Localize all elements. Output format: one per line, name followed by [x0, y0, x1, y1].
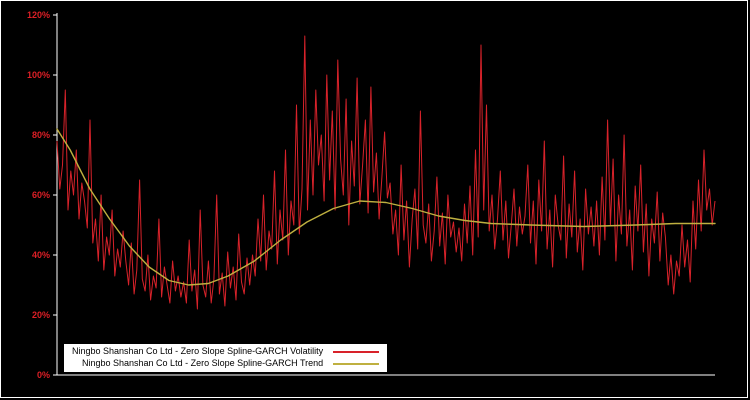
legend-label-trend: Ningbo Shanshan Co Ltd - Zero Slope Spli…	[82, 358, 324, 368]
legend-label-volatility: Ningbo Shanshan Co Ltd - Zero Slope Spli…	[72, 346, 324, 356]
legend: Ningbo Shanshan Co Ltd - Zero Slope Spli…	[64, 344, 388, 372]
legend-line-sample-trend	[333, 362, 380, 365]
legend-line-sample-volatility	[333, 350, 380, 353]
legend-item-trend: Ningbo Shanshan Co Ltd - Zero Slope Spli…	[72, 358, 380, 369]
legend-item-volatility: Ningbo Shanshan Co Ltd - Zero Slope Spli…	[72, 346, 380, 357]
y-axis-tick-label: 0%	[37, 370, 50, 380]
y-axis-tick-label: 20%	[32, 310, 50, 320]
trend-line	[56, 128, 716, 286]
y-axis-tick-label: 120%	[27, 10, 50, 20]
y-axis-tick-label: 80%	[32, 130, 50, 140]
volatility-line	[56, 35, 716, 310]
y-axis-tick-label: 60%	[32, 190, 50, 200]
y-axis-tick-label: 40%	[32, 250, 50, 260]
y-axis-tick-label: 100%	[27, 70, 50, 80]
